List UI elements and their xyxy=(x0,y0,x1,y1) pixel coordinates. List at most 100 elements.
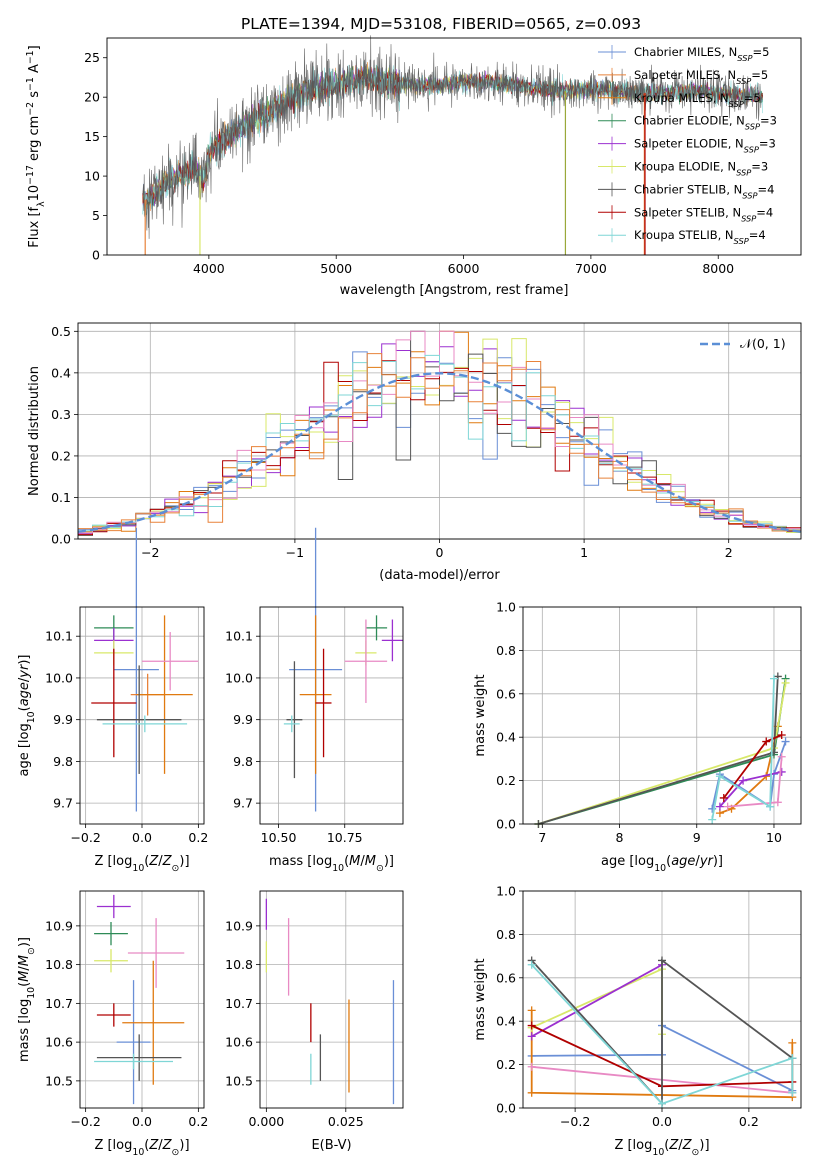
label-part: ⊙ xyxy=(376,863,384,874)
label-part: ( xyxy=(144,1138,149,1153)
label-part: Salpeter ELODIE, N xyxy=(634,137,744,151)
weight-line xyxy=(711,678,775,820)
label-part: )] xyxy=(179,1138,189,1153)
label-part: / xyxy=(678,1138,683,1153)
x-tick-label: −0.2 xyxy=(70,830,100,845)
axes-frame xyxy=(522,890,802,1109)
label-part: Flux [f xyxy=(27,206,42,247)
weight-marker xyxy=(766,802,775,811)
x-tick-label: 0.2 xyxy=(188,830,208,845)
mass-vs-Z-panel: −0.2 0.0 0.210.510.610.710.810.9Z [log10(Z… xyxy=(17,890,208,1158)
weight-marker xyxy=(788,1054,797,1063)
label-part: / xyxy=(17,677,32,682)
label-part: / xyxy=(158,854,163,869)
weight-marker xyxy=(658,956,666,965)
label-part: age xyxy=(671,854,695,869)
label-part: Kroupa STELIB, N xyxy=(634,228,734,242)
label-part: 10 xyxy=(26,987,37,999)
x-tick-label: 0.025 xyxy=(328,1114,364,1129)
axes-frame xyxy=(79,606,205,825)
weight-marker xyxy=(777,731,786,740)
x-tick-label: −0.2 xyxy=(560,1114,590,1129)
label-part: SSP xyxy=(745,122,760,132)
x-tick-label: 7 xyxy=(538,830,546,845)
axes-frame xyxy=(522,606,802,825)
y-axis-label: mass weight xyxy=(473,674,488,756)
label-part: −1 xyxy=(25,77,36,91)
x-tick-label: 6000 xyxy=(448,261,480,276)
label-part: / xyxy=(360,854,365,869)
weight-marker xyxy=(527,1088,536,1097)
y-tick-label: 0.2 xyxy=(51,448,71,463)
y-tick-label: 9.7 xyxy=(53,796,73,811)
weight-marker xyxy=(781,737,790,746)
x-tick-label: 5000 xyxy=(320,261,352,276)
label-part: Z [log xyxy=(94,854,132,869)
residual-histogram-panel: −2 −1 0 1 2 0.0 0.1 0.2 0.3 0.4 0.5 𝒩(0, 1) (data-mo… xyxy=(27,322,802,583)
y-tick-label: 10.9 xyxy=(225,918,253,933)
x-axis-label: Z [log10(Z/Z⊙)] xyxy=(94,854,189,874)
y-tick-label: 0.4 xyxy=(51,365,71,380)
y-tick-label: 10.5 xyxy=(225,1073,253,1088)
label-part: / xyxy=(695,854,700,869)
x-tick-label: 0.0 xyxy=(652,1114,672,1129)
weight-marker xyxy=(527,1032,536,1041)
x-tick-label: 7000 xyxy=(575,261,607,276)
legend-label: Salpeter STELIB, NSSP=4 xyxy=(634,205,773,223)
x-tick-label: 0.2 xyxy=(188,1114,208,1129)
x-tick-label: 2 xyxy=(725,545,733,560)
y-tick-label: 10.6 xyxy=(45,1035,73,1050)
y-tick-label: 0.1 xyxy=(51,490,71,505)
label-part: s xyxy=(27,91,42,102)
y-tick-label: 5 xyxy=(92,208,100,223)
weight-marker xyxy=(527,960,536,969)
y-tick-label: 0.3 xyxy=(51,407,71,422)
mass-weight-vs-Z-panel: −0.2 0.0 0.20.00.20.40.60.81.0Z [log10(Z/Z… xyxy=(473,884,802,1158)
label-part: 10 xyxy=(132,863,144,874)
label-part: SSP xyxy=(736,168,751,178)
weight-marker xyxy=(719,793,728,802)
y-tick-label: 0.5 xyxy=(51,324,71,339)
y-tick-label: 10.5 xyxy=(45,1073,73,1088)
mass-vs-EBV-panel: 0.000 0.025 10.5 10.6 10.7 10.8 10.9 E(B-V) xyxy=(225,890,404,1153)
y-tick-label: 10.0 xyxy=(45,670,73,685)
label-part: Z xyxy=(148,1138,159,1153)
x-axis-label: Z [log10(Z/Z⊙)] xyxy=(94,1138,189,1158)
label-part: )] xyxy=(17,937,32,947)
x-tick-label: 10 xyxy=(766,830,782,845)
label-part: yr xyxy=(17,663,32,679)
label-part: ( xyxy=(666,854,671,869)
y-tick-label: 1.0 xyxy=(496,600,516,615)
figure-title: PLATE=1394, MJD=53108, FIBERID=0565, z=0… xyxy=(241,15,641,33)
x-tick-label: 10.75 xyxy=(327,830,363,845)
label-part: M xyxy=(349,854,360,869)
label-part: SSP xyxy=(736,76,751,86)
label-part: age xyxy=(17,682,32,706)
legend-label: Chabrier MILES, NSSP=5 xyxy=(634,45,769,63)
label-part: 10 xyxy=(652,1147,664,1158)
label-part: ( xyxy=(17,706,32,711)
x-axis-label: Z [log10(Z/Z⊙)] xyxy=(614,1138,709,1158)
label-part: Z xyxy=(148,854,159,869)
x-tick-label: 4000 xyxy=(193,261,225,276)
label-part: =3 xyxy=(751,160,768,174)
y-axis-label: Normed distribution xyxy=(27,366,42,496)
label-part: Chabrier STELIB, N xyxy=(634,182,742,196)
weight-marker xyxy=(777,767,786,776)
weight-line xyxy=(531,964,663,1038)
label-part: −17 xyxy=(25,165,36,185)
label-part: )] xyxy=(384,854,394,869)
x-tick-label: 0 xyxy=(436,545,444,560)
label-part: Salpeter STELIB, N xyxy=(634,205,741,219)
x-tick-label: 0.2 xyxy=(739,1114,759,1129)
x-tick-label: 0.000 xyxy=(248,1114,284,1129)
weight-marker xyxy=(708,815,717,824)
weight-marker xyxy=(788,1088,797,1097)
label-part: ( xyxy=(17,982,32,987)
label-part: age [log xyxy=(601,854,654,869)
y-tick-label: 25 xyxy=(84,50,100,65)
y-axis-label: mass weight xyxy=(473,958,488,1040)
label-part: 10 xyxy=(132,1147,144,1158)
weight-marker xyxy=(769,674,778,683)
x-tick-label: −2 xyxy=(141,545,159,560)
